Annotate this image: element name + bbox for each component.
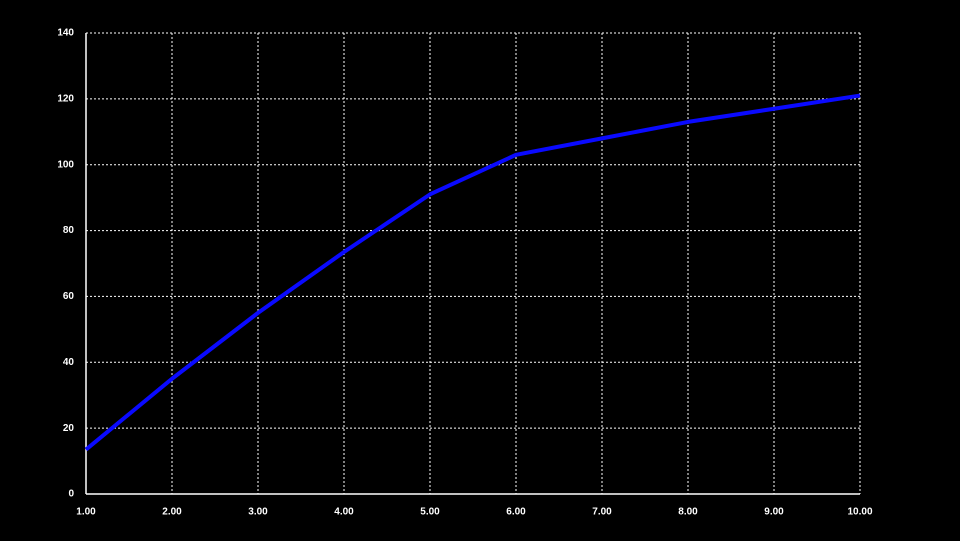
x-tick-label: 2.00 bbox=[162, 507, 182, 518]
y-tick-label: 0 bbox=[68, 489, 74, 500]
y-tick-label: 100 bbox=[57, 159, 74, 170]
y-tick-label: 20 bbox=[63, 423, 75, 434]
x-tick-label: 3.00 bbox=[248, 507, 268, 518]
y-tick-label: 120 bbox=[57, 93, 74, 104]
y-tick-label: 60 bbox=[63, 291, 75, 302]
x-tick-label: 10.00 bbox=[847, 507, 872, 518]
x-tick-label: 9.00 bbox=[764, 507, 784, 518]
x-tick-label: 4.00 bbox=[334, 507, 354, 518]
x-tick-label: 1.00 bbox=[76, 507, 96, 518]
y-tick-label: 80 bbox=[63, 225, 75, 236]
y-tick-label: 140 bbox=[57, 28, 74, 39]
x-tick-label: 5.00 bbox=[420, 507, 440, 518]
data-line bbox=[84, 93, 861, 452]
x-tick-label: 6.00 bbox=[506, 507, 526, 518]
x-tick-label: 7.00 bbox=[592, 507, 612, 518]
y-tick-label: 40 bbox=[63, 357, 75, 368]
x-tick-label: 8.00 bbox=[678, 507, 698, 518]
